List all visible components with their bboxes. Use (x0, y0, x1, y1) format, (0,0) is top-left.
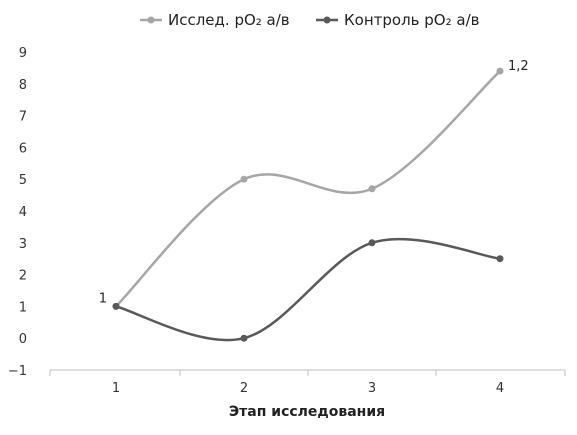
y-tick-label: 9 (19, 46, 27, 61)
x-tick-label: 2 (240, 381, 248, 396)
legend-swatch-control-marker (323, 16, 331, 24)
legend-label-research: Исслед. pO₂ а/в (168, 11, 290, 29)
data-point-control (368, 239, 376, 247)
x-axis-title: Этап исследования (229, 404, 385, 420)
data-point-research (240, 175, 248, 183)
y-tick-label: 0 (19, 332, 27, 347)
y-tick-label: 4 (19, 205, 27, 220)
legend-item-control: Контроль pO₂ а/в (316, 11, 479, 29)
y-tick-label: 6 (19, 141, 27, 156)
y-tick-label: 3 (19, 237, 27, 252)
series-line-control (114, 237, 502, 342)
y-tick-label: 1 (19, 300, 27, 315)
y-tick-label: 7 (19, 110, 27, 125)
data-point-research (496, 67, 504, 75)
series-line-research (114, 69, 502, 308)
x-tick-label: 4 (496, 381, 504, 396)
legend-item-research: Исслед. pO₂ а/в (140, 11, 290, 29)
y-tick-label: −1 (8, 364, 27, 379)
legend-swatch-research-marker (147, 16, 155, 24)
y-tick-label: 8 (19, 78, 27, 93)
data-point-control (112, 302, 120, 310)
y-axis-ticks: 9 8 7 6 5 4 3 2 1 0 −1 (8, 46, 27, 379)
data-point-research (368, 185, 376, 193)
y-tick-label: 2 (19, 269, 27, 284)
y-tick-label: 5 (19, 173, 27, 188)
data-label: 1 (99, 291, 107, 306)
series-layer (112, 67, 504, 342)
x-axis: 1 2 3 4 (49, 369, 566, 396)
data-label: 1,2 (508, 59, 529, 74)
x-tick-label: 3 (368, 381, 376, 396)
legend: Исслед. pO₂ а/в Контроль pO₂ а/в (140, 11, 479, 29)
data-point-control (496, 255, 504, 263)
legend-label-control: Контроль pO₂ а/в (344, 11, 479, 29)
data-point-control (240, 334, 248, 342)
x-tick-label: 1 (112, 381, 120, 396)
annotation-layer: 11,2 (99, 59, 529, 306)
